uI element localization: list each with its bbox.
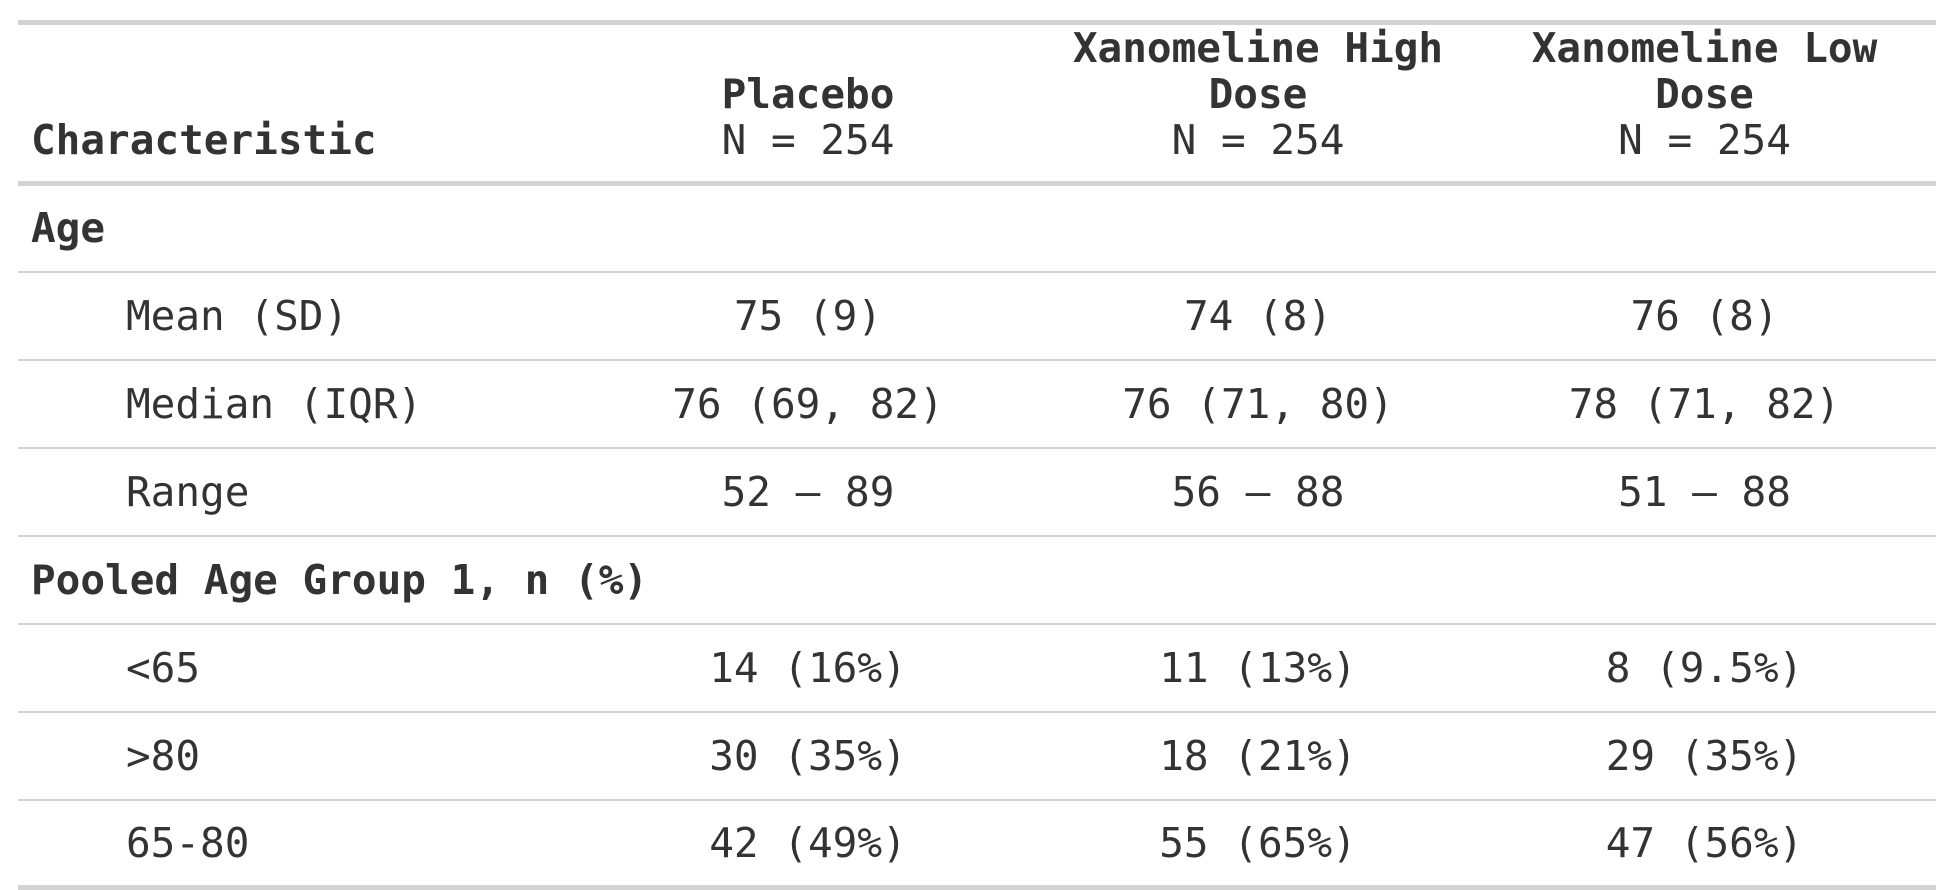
cell-value: 55 (65%) [1159, 818, 1357, 867]
row-label: Range [126, 467, 250, 516]
cell-value: 42 (49%) [709, 818, 907, 867]
arm-header-placebo: Placebo N = 254 [573, 23, 1043, 184]
summary-table: Characteristic Placebo N = 254 Xanomelin… [18, 20, 1936, 890]
group-row-age: Age [18, 184, 1936, 272]
row-label: Median (IQR) [126, 379, 423, 428]
arm-n: N = 254 [1171, 116, 1345, 164]
row-label: Mean (SD) [126, 291, 349, 340]
arm-name: Xanomeline Low Dose [1531, 24, 1878, 118]
cell-value: 11 (13%) [1159, 643, 1357, 692]
arm-name: Xanomeline High Dose [1072, 24, 1444, 118]
arm-name: Placebo [721, 70, 895, 118]
table-row: Mean (SD) 75 (9) 74 (8) 76 (8) [18, 272, 1936, 360]
table-row: <65 14 (16%) 11 (13%) 8 (9.5%) [18, 624, 1936, 712]
row-label: 65-80 [126, 818, 250, 867]
header-row: Characteristic Placebo N = 254 Xanomelin… [18, 22, 1936, 184]
group-label: Pooled Age Group 1, n (%) [31, 555, 649, 604]
arm-n: N = 254 [721, 116, 895, 164]
cell-value: 76 (69, 82) [672, 379, 944, 428]
table-row: Median (IQR) 76 (69, 82) 76 (71, 80) 78 … [18, 360, 1936, 448]
arm-header-low-dose: Xanomeline Low Dose N = 254 [1473, 23, 1936, 184]
group-row-pooled-age-group: Pooled Age Group 1, n (%) [18, 536, 1936, 624]
table-row: Range 52 – 89 56 – 88 51 – 88 [18, 448, 1936, 536]
arm-header-high-dose: Xanomeline High Dose N = 254 [1043, 23, 1473, 184]
cell-value: 76 (8) [1630, 291, 1779, 340]
cell-value: 52 – 89 [721, 467, 895, 516]
characteristic-header: Characteristic [31, 116, 377, 164]
row-label: <65 [126, 643, 201, 692]
table-row: >80 30 (35%) 18 (21%) 29 (35%) [18, 712, 1936, 800]
cell-value: 47 (56%) [1605, 818, 1804, 867]
cell-value: 14 (16%) [709, 643, 907, 692]
cell-value: 51 – 88 [1618, 467, 1791, 516]
group-label: Age [31, 204, 106, 253]
cell-value: 75 (9) [733, 291, 883, 340]
row-label: >80 [126, 731, 201, 780]
cell-value: 30 (35%) [709, 731, 907, 780]
cell-value: 56 – 88 [1171, 467, 1345, 516]
arm-n: N = 254 [1618, 116, 1791, 164]
cell-value: 76 (71, 80) [1122, 379, 1394, 428]
cell-value: 29 (35%) [1605, 731, 1804, 780]
cell-value: 78 (71, 82) [1568, 379, 1841, 428]
cell-value: 74 (8) [1183, 291, 1333, 340]
summary-table-container: Characteristic Placebo N = 254 Xanomelin… [18, 20, 1936, 890]
cell-value: 18 (21%) [1159, 731, 1357, 780]
cell-value: 8 (9.5%) [1605, 643, 1804, 692]
table-row: 65-80 42 (49%) 55 (65%) 47 (56%) [18, 800, 1936, 888]
